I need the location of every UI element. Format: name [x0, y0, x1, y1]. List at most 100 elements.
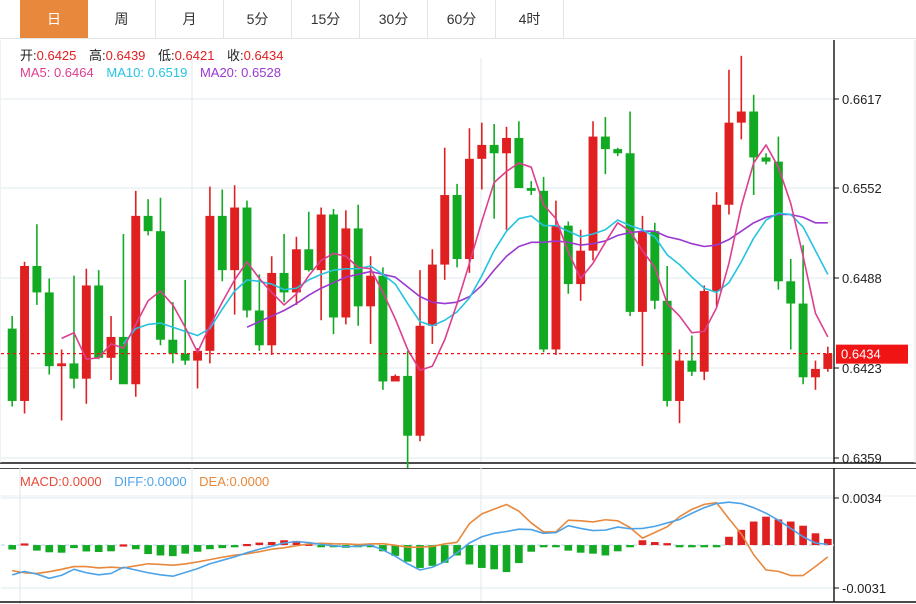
candle-body	[551, 225, 561, 350]
macd-hist-bar	[131, 545, 140, 550]
candle-body	[749, 111, 759, 158]
macd-hist-bar	[267, 542, 276, 546]
candle	[217, 189, 227, 282]
macd-axis-label: 0.0034	[842, 491, 882, 506]
macd-hist-bar	[675, 545, 684, 548]
macd-hist-bar	[156, 545, 165, 556]
low-label: 低:	[158, 48, 175, 63]
candle	[736, 55, 746, 140]
price-chart-pane[interactable]: 0.6617 0.6552 0.6488 0.6423 0.6359 0.6434	[0, 40, 916, 468]
candle-body	[637, 231, 647, 312]
ma10-line	[122, 212, 829, 345]
current-price-tag	[836, 344, 908, 364]
candle	[502, 126, 511, 230]
diff-line	[11, 501, 828, 580]
candle	[699, 285, 709, 381]
macd-hist-bar	[601, 545, 610, 556]
candle	[131, 190, 141, 397]
macd-hist-bar	[613, 545, 622, 552]
macd-hist-bar	[700, 545, 709, 548]
macd-hist-bar	[428, 545, 437, 566]
tab-3[interactable]: 5分	[224, 0, 292, 38]
candle	[106, 316, 116, 381]
macd-hist-bar	[725, 536, 733, 546]
macd-hist-bar	[539, 545, 548, 548]
candle	[687, 335, 697, 376]
candle-body	[180, 353, 190, 361]
diff-value: 0.0000	[146, 474, 187, 489]
macd-hist-bar	[82, 545, 91, 552]
macd-hist-bar	[663, 543, 671, 546]
macd-hist-bar	[564, 545, 573, 551]
candle	[415, 270, 425, 442]
ma5-line	[61, 144, 829, 372]
candle	[32, 224, 42, 305]
candle	[267, 256, 277, 356]
candle-body	[687, 360, 697, 372]
dea-label: DEA:	[199, 474, 230, 489]
candle-body	[489, 144, 499, 154]
macd-chart-svg: 0.0034 -0.0031	[0, 468, 916, 604]
candle	[464, 128, 474, 273]
candle	[44, 278, 54, 375]
candle-body	[600, 136, 610, 150]
macd-hist-bar	[57, 545, 66, 553]
macd-chart-pane[interactable]: 0.0034 -0.0031	[0, 468, 916, 604]
candle	[57, 349, 67, 421]
candle-body	[761, 157, 771, 162]
high-value: 0.6439	[105, 48, 146, 63]
candle	[329, 208, 338, 335]
candle-body	[316, 214, 326, 271]
macd-axis-label: -0.0031	[842, 581, 886, 596]
price-axis-label: 0.6423	[842, 361, 882, 376]
candle-body	[20, 265, 29, 401]
dea-value: 0.0000	[229, 474, 270, 489]
macd-hist-bar	[8, 545, 17, 550]
candle	[440, 147, 450, 280]
candle	[588, 121, 598, 261]
macd-hist-bar	[169, 545, 177, 557]
tab-2[interactable]: 月	[156, 0, 224, 38]
candle-body	[724, 122, 734, 205]
candle-body	[205, 215, 215, 351]
candle-body	[366, 275, 376, 307]
tab-6[interactable]: 60分	[428, 0, 496, 38]
macd-hist-bar	[379, 545, 387, 552]
candle-body	[464, 158, 474, 260]
candle-body	[477, 144, 487, 159]
candle-body	[168, 339, 178, 354]
macd-hist-bar	[255, 542, 264, 546]
tab-7[interactable]: 4时	[496, 0, 564, 38]
candle	[341, 210, 351, 325]
ma20-label: MA20:	[199, 65, 238, 80]
candle-body	[539, 190, 549, 350]
ma5-value: 0.6464	[53, 65, 94, 80]
candle	[254, 274, 264, 351]
candle	[613, 147, 623, 157]
candle	[390, 374, 400, 382]
candle-body	[254, 310, 264, 346]
macd-hist-bar	[712, 545, 721, 548]
candle-body	[230, 207, 240, 271]
candle	[526, 181, 536, 196]
candle	[304, 211, 314, 272]
candle-body	[452, 195, 462, 260]
price-chart-svg: 0.6617 0.6552 0.6488 0.6423 0.6359 0.6434	[0, 40, 916, 468]
tab-5[interactable]: 30分	[360, 0, 428, 38]
tabbar-underline	[0, 38, 916, 39]
macd-hist-bar	[193, 545, 202, 552]
tab-4[interactable]: 15分	[292, 0, 360, 38]
candle-body	[57, 363, 67, 367]
candle	[118, 233, 128, 385]
macd-hist-bar	[206, 545, 214, 550]
macd-hist-bar	[391, 545, 400, 556]
macd-hist-bar	[477, 545, 486, 568]
candle	[563, 221, 573, 294]
candle-body	[193, 350, 203, 361]
candle	[761, 153, 771, 165]
candle-body	[329, 214, 338, 318]
candle	[712, 192, 722, 307]
macd-hist-bar	[650, 542, 659, 546]
tab-0[interactable]: 日	[20, 0, 88, 38]
tab-1[interactable]: 周	[88, 0, 156, 38]
